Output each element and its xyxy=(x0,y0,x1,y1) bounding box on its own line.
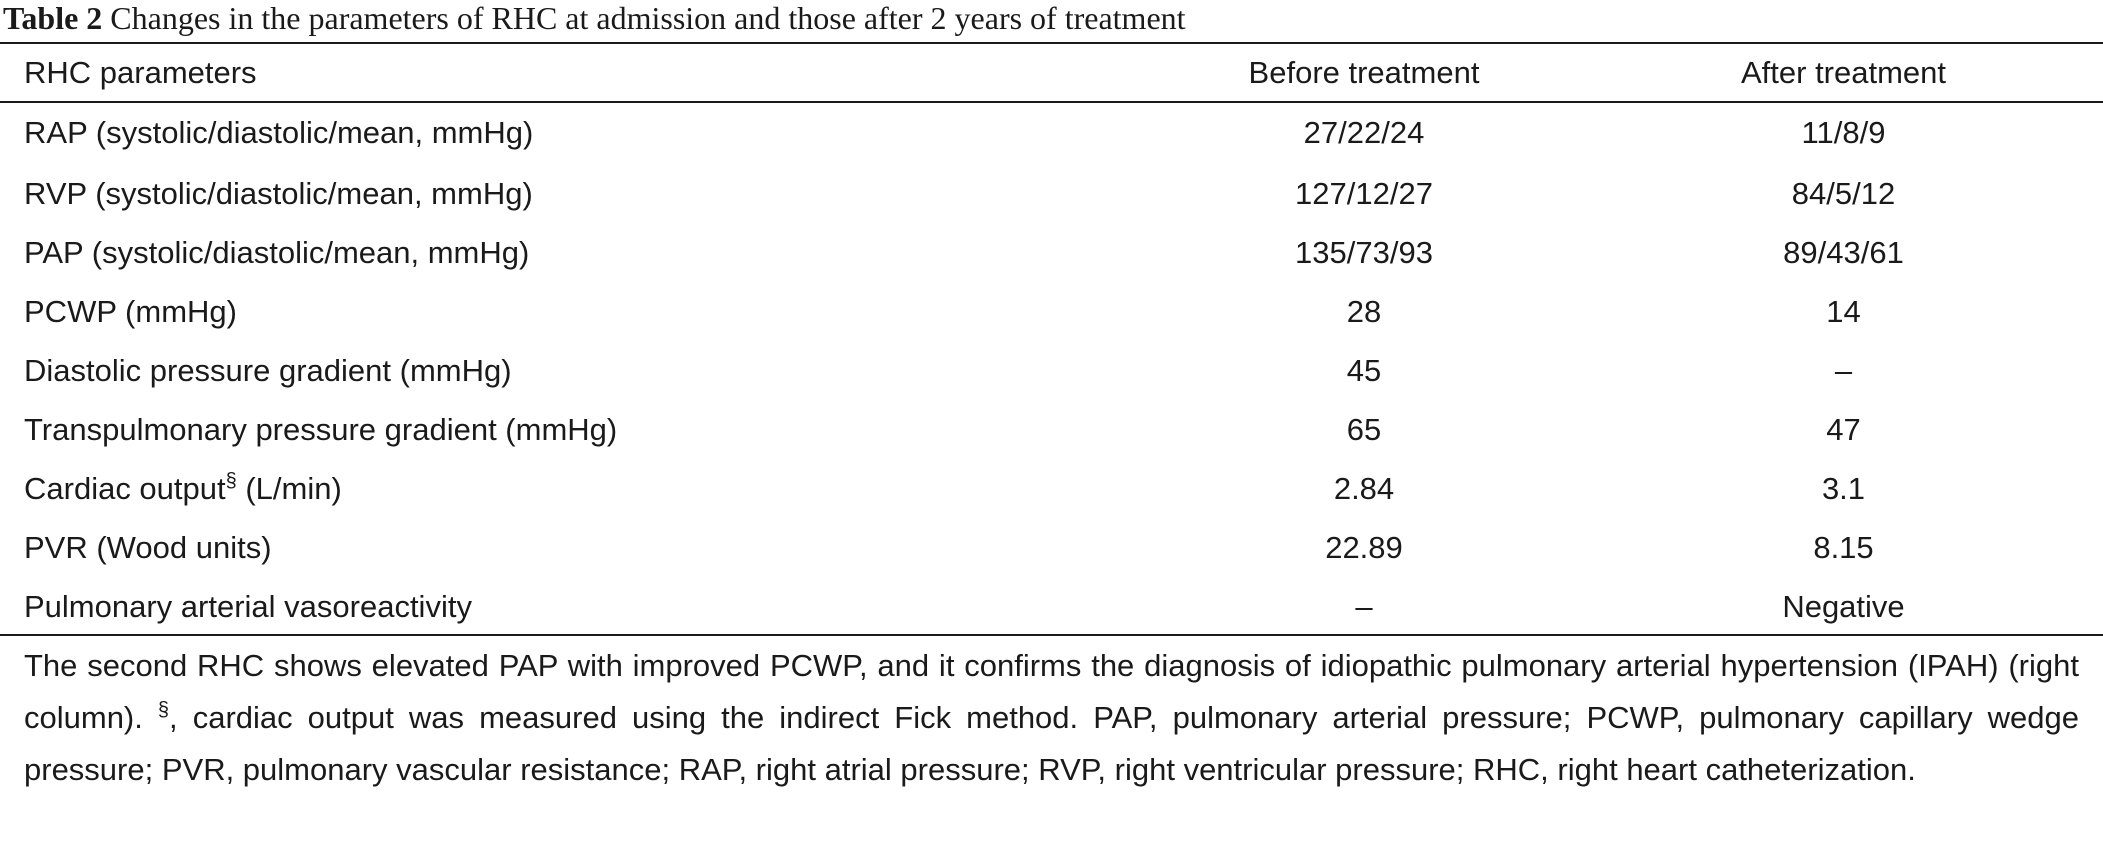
row-parameter: PCWP (mmHg) xyxy=(24,293,237,329)
table-row: PAP (systolic/diastolic/mean, mmHg) 135/… xyxy=(0,223,2103,282)
row-parameter-unit: (L/min) xyxy=(236,470,342,506)
table-footnote: The second RHC shows elevated PAP with i… xyxy=(24,640,2079,796)
row-after-value: Negative xyxy=(1782,588,1905,624)
table-row: Transpulmonary pressure gradient (mmHg) … xyxy=(0,400,2103,459)
row-after-value: – xyxy=(1834,352,1853,388)
row-parameter: Cardiac output§ (L/min) xyxy=(0,459,1144,518)
footnote-text-part1: The second RHC shows elevated PAP with i… xyxy=(24,648,2079,735)
table-row: Diastolic pressure gradient (mmHg) 45 – xyxy=(0,341,2103,400)
row-before-value: – xyxy=(1355,588,1373,624)
row-after-value: 3.1 xyxy=(1821,470,1866,506)
header-rule xyxy=(0,101,2103,103)
bottom-rule xyxy=(0,634,2103,636)
footnote-section-sign: § xyxy=(157,699,170,721)
row-parameter: RAP (systolic/diastolic/mean, mmHg) xyxy=(24,115,534,150)
row-before-value: 28 xyxy=(1346,293,1382,329)
footnote-text-part2: , cardiac output was measured using the … xyxy=(24,700,2079,787)
header-parameters: RHC parameters xyxy=(24,55,257,90)
table-row: RAP (systolic/diastolic/mean, mmHg) 27/2… xyxy=(0,102,2103,164)
table-row: PVR (Wood units) 22.89 8.15 xyxy=(0,518,2103,577)
table-row: Cardiac output§ (L/min) 2.84 3.1 xyxy=(0,459,2103,518)
section-sign-marker: § xyxy=(225,469,237,492)
table-row: RVP (systolic/diastolic/mean, mmHg) 127/… xyxy=(0,164,2103,223)
row-parameter: RVP (systolic/diastolic/mean, mmHg) xyxy=(24,175,533,211)
table-row: Pulmonary arterial vasoreactivity – Nega… xyxy=(0,577,2103,636)
row-parameter: PAP (systolic/diastolic/mean, mmHg) xyxy=(24,234,530,270)
table-caption-label: Table 2 xyxy=(3,0,103,36)
table-row: PCWP (mmHg) 28 14 xyxy=(0,282,2103,341)
row-after-value: 84/5/12 xyxy=(1791,175,1896,211)
row-before-value: 127/12/27 xyxy=(1295,175,1433,211)
row-before-value: 135/73/93 xyxy=(1295,234,1433,270)
row-before-value: 65 xyxy=(1346,411,1382,447)
row-parameter-text: Cardiac output xyxy=(24,470,226,506)
row-after-value: 11/8/9 xyxy=(1801,115,1886,150)
row-after-value: 89/43/61 xyxy=(1783,234,1904,270)
table-header-row: RHC parameters Before treatment After tr… xyxy=(0,44,2103,102)
row-after-value: 47 xyxy=(1826,411,1861,447)
row-before-value: 27/22/24 xyxy=(1303,115,1425,150)
table-caption-text: Changes in the parameters of RHC at admi… xyxy=(110,0,1186,36)
row-parameter: PVR (Wood units) xyxy=(24,529,272,565)
top-rule xyxy=(0,42,2103,44)
row-before-value: 22.89 xyxy=(1325,529,1403,565)
rhc-parameters-table: RHC parameters Before treatment After tr… xyxy=(0,44,2103,636)
row-parameter: Transpulmonary pressure gradient (mmHg) xyxy=(24,411,618,447)
row-before-value: 45 xyxy=(1346,352,1382,388)
row-parameter: Diastolic pressure gradient (mmHg) xyxy=(24,352,512,388)
row-after-value: 14 xyxy=(1826,293,1861,329)
header-before-treatment: Before treatment xyxy=(1248,55,1480,90)
header-after-treatment: After treatment xyxy=(1740,55,1947,90)
row-before-value: 2.84 xyxy=(1333,470,1395,506)
table-caption: Table 2 Changes in the parameters of RHC… xyxy=(3,0,1186,40)
row-parameter: Pulmonary arterial vasoreactivity xyxy=(24,588,472,624)
row-after-value: 8.15 xyxy=(1813,529,1874,565)
